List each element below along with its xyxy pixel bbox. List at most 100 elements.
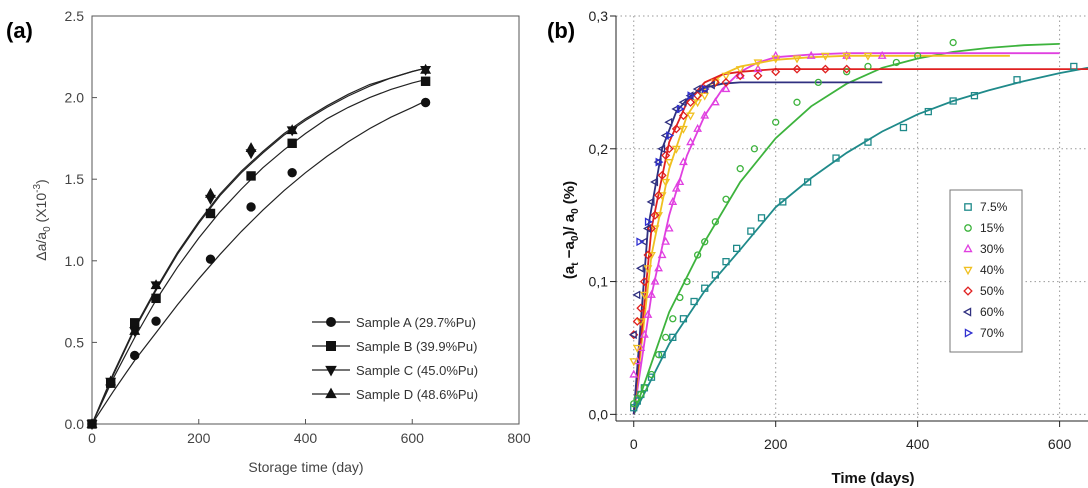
panel-b-point (792, 64, 802, 74)
panel-b-point (693, 91, 703, 101)
panel-a-point (105, 375, 117, 386)
panel-b-point (842, 64, 852, 74)
panel-b-point (701, 238, 709, 246)
panel-b-fit-line-3 (632, 52, 1060, 415)
legend-b-box (949, 189, 1023, 353)
panel-a-ylabel-close: ) (33, 179, 49, 184)
panel-a-y-tick-label: 0.5 (65, 334, 85, 350)
panel-b-point (792, 55, 802, 64)
panel-b-point (1013, 76, 1021, 84)
panel-b-point (639, 291, 649, 300)
panel-b-point (637, 390, 645, 399)
panel-b-point (639, 277, 649, 287)
panel-b-point (710, 97, 720, 106)
legend-a-marker (325, 365, 337, 377)
ylabel-b-2: −a (561, 241, 578, 263)
panel-b-point (735, 70, 745, 79)
panel-b-point (632, 316, 642, 326)
panel-a-y-tick-label: 1.5 (65, 171, 85, 187)
panel-b-point (639, 329, 649, 338)
panel-b-point (664, 159, 674, 168)
panel-b-x-tick-label: 200 (764, 436, 788, 452)
panel-b-point (814, 78, 822, 87)
panel-b-point (750, 145, 759, 153)
panel-a-legend: Sample A (29.7%Pu) Sample B (39.9%Pu) Samp… (312, 315, 478, 402)
panel-b-point (793, 98, 801, 106)
panel-b-point (671, 104, 680, 114)
legend-b-label: 30% (980, 242, 1004, 256)
panel-b-y-tick-label: 0,0 (589, 406, 609, 422)
panel-a-point (246, 171, 256, 181)
panel-a-point (150, 279, 162, 290)
panel-b-point (753, 59, 763, 68)
panel-b-y-axis-label: (at −a0)/ a0 (%) (561, 181, 581, 279)
legend-b-marker (963, 286, 973, 296)
panel-b-point (706, 80, 715, 90)
panel-b-point (949, 97, 957, 105)
panel-b-point (678, 111, 688, 121)
legend-a-marker (326, 317, 336, 327)
panel-b-point (669, 333, 677, 341)
panel-b-point (632, 290, 641, 300)
panel-b-point (647, 289, 656, 298)
panel-b-x-axis-label: Time (days) (831, 470, 914, 487)
panel-b-point (657, 250, 667, 259)
panel-b-point (650, 210, 660, 220)
panel-b-point (654, 190, 664, 200)
panel-a-ylabel-exp: -3 (32, 184, 43, 193)
panel-a-points (86, 63, 432, 431)
panel-b-point (701, 84, 710, 94)
panel-a-fit-line-3 (91, 67, 426, 425)
panel-b-point (654, 350, 663, 359)
panel-b-point (629, 369, 639, 378)
ylabel-b-6: (%) (561, 181, 578, 209)
panel-a-point (86, 417, 98, 428)
panel-b-point (832, 154, 840, 162)
panel-b-point (655, 157, 664, 167)
panel-b-point (710, 77, 720, 87)
panel-b-point (661, 178, 671, 187)
panel-b-point (657, 170, 667, 180)
panel-b-point (630, 400, 638, 408)
panel-a-fit-line-4 (91, 67, 426, 425)
panel-a-point (205, 208, 216, 219)
panel-a-point (130, 350, 140, 361)
panel-b-point (686, 97, 696, 107)
panel-a-point (205, 187, 216, 198)
panel-b-point (771, 55, 781, 64)
panel-b-point (647, 373, 656, 381)
panel-a-x-axis-label: Storage time (day) (248, 459, 363, 475)
panel-b-point (772, 118, 780, 126)
panel-b-point (711, 218, 720, 226)
panel-b-y-tick-label: 0,3 (589, 8, 609, 24)
panel-b-x-tick-label: 0 (630, 436, 638, 452)
panel-a-fit-line-2 (91, 79, 426, 425)
panel-a-ylabel-unit: (X10 (33, 193, 49, 227)
panel-b-point (701, 284, 709, 292)
panel-b: (b) 0 200 400 600 0,0 0,1 0,2 0,3 Time (days) (… (547, 8, 1088, 487)
legend-b-marker (963, 266, 973, 276)
panel-b-point (736, 165, 744, 173)
panel-b-point (642, 224, 651, 233)
panel-b-point (650, 276, 660, 285)
panel-b-point (722, 258, 730, 266)
panel-a-point (286, 124, 298, 135)
panel-b-point (842, 52, 852, 61)
panel-b-point (662, 333, 670, 341)
panel-a-label: (a) (6, 18, 33, 43)
panel-a-point (420, 97, 431, 108)
panel-b-point (660, 131, 669, 140)
panel-b-x-tick-label: 600 (1048, 436, 1072, 452)
panel-b-point (664, 144, 674, 154)
legend-a-label: Sample C (45.0%Pu) (356, 363, 478, 378)
panel-a-x-tick-label: 400 (294, 430, 318, 446)
panel-b-point (721, 77, 731, 87)
legend-a-label: Sample D (48.6%Pu) (356, 387, 478, 402)
panel-b-point (686, 137, 695, 146)
panel-b-point (820, 64, 830, 74)
panel-b-point (671, 124, 681, 134)
panel-a-x-tick-label: 0 (88, 430, 96, 446)
panel-b-point (636, 237, 645, 247)
panel-b-point (757, 214, 766, 222)
panel-a-point (246, 202, 256, 212)
